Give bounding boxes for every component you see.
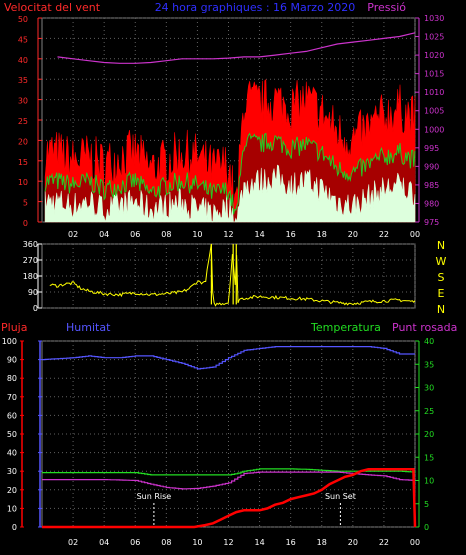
- direction-tick-label: 270: [23, 256, 38, 265]
- pressure-tick-label: 975: [424, 218, 439, 227]
- dewpoint-label: Punt rosada: [392, 321, 457, 334]
- direction-tick-label: 360: [23, 240, 38, 249]
- pressure-series: [57, 32, 416, 64]
- wind-x-tick-label: 06: [130, 230, 140, 239]
- rain-series: [42, 468, 417, 529]
- temperature-series: [42, 468, 416, 476]
- temperature-tick-label: 15: [424, 453, 434, 462]
- dewpoint-series: [42, 471, 416, 490]
- pressure-tick-label: 1000: [424, 125, 444, 134]
- wind-minimum-series: [44, 164, 416, 223]
- humidity-series: [42, 346, 415, 370]
- bottom-x-tick-label: 22: [379, 538, 389, 547]
- wind-x-tick-label: 20: [348, 230, 358, 239]
- wind-tick-label: 25: [18, 117, 28, 126]
- bottom-left-tick-label: 20: [7, 486, 17, 495]
- pressure-axis-title: Pressió: [367, 1, 406, 14]
- bottom-x-tick-label: 16: [286, 538, 296, 547]
- wind-x-tick-label: 18: [317, 230, 327, 239]
- direction-tick-label: 0: [33, 304, 38, 313]
- pressure-tick-label: 995: [424, 144, 439, 153]
- compass-label: N: [437, 303, 445, 316]
- bottom-left-tick-label: 50: [7, 430, 17, 439]
- pressure-tick-label: 1005: [424, 107, 444, 116]
- wind-tick-label: 20: [18, 137, 28, 146]
- bottom-x-tick-label: 08: [161, 538, 171, 547]
- temperature-tick-label: 25: [424, 407, 434, 416]
- pressure-tick-label: 1010: [424, 88, 444, 97]
- bottom-x-tick-label: 12: [223, 538, 233, 547]
- temperature-tick-label: 20: [424, 430, 434, 439]
- wind-x-tick-label: 16: [286, 230, 296, 239]
- pressure-tick-label: 985: [424, 181, 439, 190]
- wind-x-tick-label: 04: [99, 230, 109, 239]
- wind-tick-label: 40: [18, 56, 28, 65]
- pressure-tick-label: 1020: [424, 51, 444, 60]
- direction-tick-label: 90: [28, 288, 38, 297]
- wind-average-series: [44, 132, 416, 215]
- pressure-tick-label: 980: [424, 199, 439, 208]
- temperature-tick-label: 35: [424, 360, 434, 369]
- bottom-x-tick-label: 06: [130, 538, 140, 547]
- direction-tick-label: 180: [23, 272, 38, 281]
- bottom-x-tick-label: 04: [99, 538, 109, 547]
- pressure-tick-label: 990: [424, 162, 439, 171]
- bottom-left-tick-label: 60: [7, 411, 17, 420]
- direction-series: [49, 243, 416, 307]
- bottom-left-tick-label: 90: [7, 356, 17, 365]
- wind-tick-label: 10: [18, 178, 28, 187]
- pressure-tick-label: 1015: [424, 70, 444, 79]
- wind-x-tick-label: 02: [68, 230, 78, 239]
- compass-label: S: [438, 271, 445, 284]
- pressure-tick-label: 1025: [424, 33, 444, 42]
- temperature-tick-label: 10: [424, 477, 434, 486]
- compass-label: E: [438, 287, 445, 300]
- wind-x-tick-label: 00: [410, 230, 420, 239]
- wind-tick-label: 0: [23, 219, 28, 228]
- bottom-x-tick-label: 00: [410, 538, 420, 547]
- wind-x-tick-label: 12: [223, 230, 233, 239]
- temperature-tick-label: 30: [424, 384, 434, 393]
- bottom-x-tick-label: 14: [254, 538, 264, 547]
- bottom-left-tick-label: 40: [7, 449, 17, 458]
- wind-tick-label: 15: [18, 158, 28, 167]
- pressure-tick-label: 1030: [424, 14, 444, 23]
- bottom-x-tick-label: 02: [68, 538, 78, 547]
- wind-tick-label: 35: [18, 76, 28, 85]
- bottom-left-tick-label: 30: [7, 467, 17, 476]
- wind-x-tick-label: 10: [192, 230, 202, 239]
- bottom-x-tick-label: 18: [317, 538, 327, 547]
- temperature-label: Temperatura: [310, 321, 381, 334]
- temperature-tick-label: 5: [424, 500, 429, 509]
- bottom-left-tick-label: 10: [7, 504, 17, 513]
- compass-label: W: [436, 255, 447, 268]
- bottom-left-tick-label: 100: [2, 337, 17, 346]
- humidity-label: Humitat: [66, 321, 111, 334]
- wind-axis-title: Velocitat del vent: [4, 1, 101, 14]
- bottom-left-tick-label: 80: [7, 374, 17, 383]
- wind-x-tick-label: 14: [254, 230, 264, 239]
- bottom-x-tick-label: 20: [348, 538, 358, 547]
- temperature-tick-label: 0: [424, 523, 429, 532]
- bottom-left-tick-label: 0: [12, 523, 17, 532]
- bottom-x-tick-label: 10: [192, 538, 202, 547]
- wind-tick-label: 45: [18, 35, 28, 44]
- rain-label: Pluja: [1, 321, 27, 334]
- wind-x-tick-label: 08: [161, 230, 171, 239]
- compass-label: N: [437, 239, 445, 252]
- sunset-label: Sun Set: [325, 492, 356, 501]
- temperature-tick-label: 40: [424, 337, 434, 346]
- sunrise-label: Sun Rise: [137, 492, 172, 501]
- wind-tick-label: 5: [23, 199, 28, 208]
- bottom-left-tick-label: 70: [7, 393, 17, 402]
- wind-x-tick-label: 22: [379, 230, 389, 239]
- wind-tick-label: 30: [18, 97, 28, 106]
- wind-tick-label: 50: [18, 15, 28, 24]
- chart-title: 24 hora graphiques : 16 Marzo 2020: [155, 1, 356, 14]
